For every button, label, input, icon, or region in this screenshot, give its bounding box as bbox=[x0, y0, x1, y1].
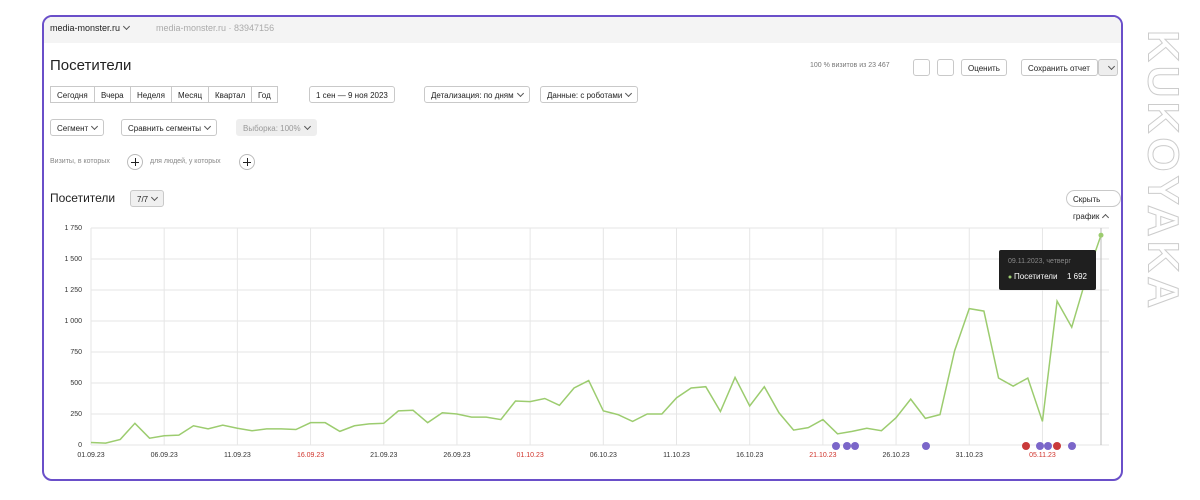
period-button[interactable]: Вчера bbox=[94, 86, 131, 103]
sample-text: Выборка: 100% bbox=[243, 124, 301, 133]
site-name: media-monster.ru bbox=[50, 23, 121, 33]
hide-text: Скрыть график bbox=[1073, 195, 1101, 221]
export-button[interactable] bbox=[937, 59, 954, 76]
save-menu[interactable] bbox=[1098, 59, 1118, 76]
compare-text: Сравнить сегменты bbox=[128, 124, 202, 133]
rate-button[interactable]: Оценить bbox=[961, 59, 1007, 76]
robots-select[interactable]: Данные: с роботами bbox=[540, 86, 639, 103]
site-selector[interactable]: media-monster.ru bbox=[50, 22, 131, 33]
add-people-filter[interactable] bbox=[239, 154, 255, 170]
visits-share: 100 % визитов из 23 467 bbox=[810, 62, 890, 69]
segment-text: Сегмент bbox=[57, 124, 89, 133]
sample-button[interactable]: Выборка: 100% bbox=[236, 119, 317, 136]
history-button[interactable] bbox=[913, 59, 930, 76]
chart-panel-title: Посетители bbox=[50, 191, 116, 205]
watermark: KUKOYAKA bbox=[1138, 30, 1187, 312]
report-title: Посетители bbox=[50, 57, 132, 74]
save-button[interactable]: Сохранить отчет bbox=[1021, 59, 1098, 76]
period-button[interactable]: Год bbox=[251, 86, 278, 103]
robots-text: Данные: с роботами bbox=[547, 91, 623, 100]
filter-visits: Визиты, в которых bbox=[50, 158, 110, 165]
date-range[interactable]: 1 сен — 9 ноя 2023 bbox=[309, 86, 395, 103]
compare-button[interactable]: Сравнить сегменты bbox=[121, 119, 218, 136]
add-visit-filter[interactable] bbox=[127, 154, 143, 170]
counter-id: media-monster.ru · 83947156 bbox=[156, 23, 275, 33]
metrics-text: 7/7 bbox=[137, 195, 149, 204]
period-button[interactable]: Сегодня bbox=[50, 86, 95, 103]
report-card: media-monster.ru media-monster.ru · 8394… bbox=[42, 15, 1123, 481]
hide-chart[interactable]: Скрыть график bbox=[1066, 190, 1121, 222]
detail-text: Детализация: по дням bbox=[431, 91, 514, 100]
top-bar bbox=[44, 17, 1121, 43]
metrics-button[interactable]: 7/7 bbox=[130, 190, 165, 207]
segment-button[interactable]: Сегмент bbox=[50, 119, 105, 136]
period-button[interactable]: Месяц bbox=[171, 86, 210, 103]
period-button[interactable]: Неделя bbox=[130, 86, 172, 103]
period-button[interactable]: Квартал bbox=[208, 86, 253, 103]
filter-people: для людей, у которых bbox=[150, 158, 221, 165]
detail-select[interactable]: Детализация: по дням bbox=[424, 86, 530, 103]
